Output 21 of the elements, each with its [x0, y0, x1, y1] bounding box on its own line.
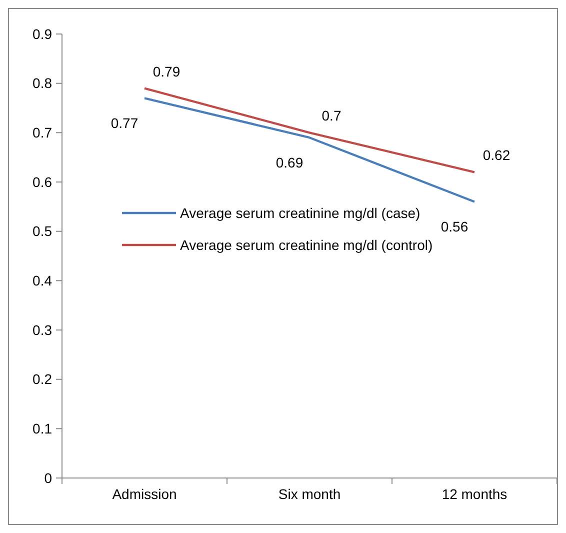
y-tick-label: 0 — [44, 470, 52, 486]
x-tick-label: 12 months — [442, 486, 508, 502]
y-tick-label: 0.2 — [32, 371, 52, 388]
y-tick-label: 0.7 — [32, 124, 52, 141]
legend-label: Average serum creatinine mg/dl (control) — [180, 236, 433, 253]
data-label: 0.56 — [440, 218, 468, 235]
legend-label: Average serum creatinine mg/dl (case) — [180, 204, 420, 221]
y-tick-label: 0.1 — [32, 420, 52, 437]
data-label: 0.62 — [482, 147, 510, 164]
y-tick-label: 0.5 — [32, 223, 52, 240]
y-tick-label: 0.6 — [32, 174, 52, 190]
y-tick-label: 0.9 — [32, 26, 52, 42]
data-label: 0.7 — [322, 108, 342, 124]
y-tick-label: 0.4 — [32, 272, 52, 289]
y-tick-label: 0.8 — [32, 75, 52, 92]
data-label: 0.79 — [152, 63, 180, 80]
x-tick-label: Admission — [112, 486, 177, 502]
y-tick-label: 0.3 — [32, 322, 52, 338]
data-label: 0.77 — [110, 115, 138, 132]
data-label: 0.69 — [276, 154, 304, 171]
x-tick-label: Six month — [278, 486, 341, 502]
